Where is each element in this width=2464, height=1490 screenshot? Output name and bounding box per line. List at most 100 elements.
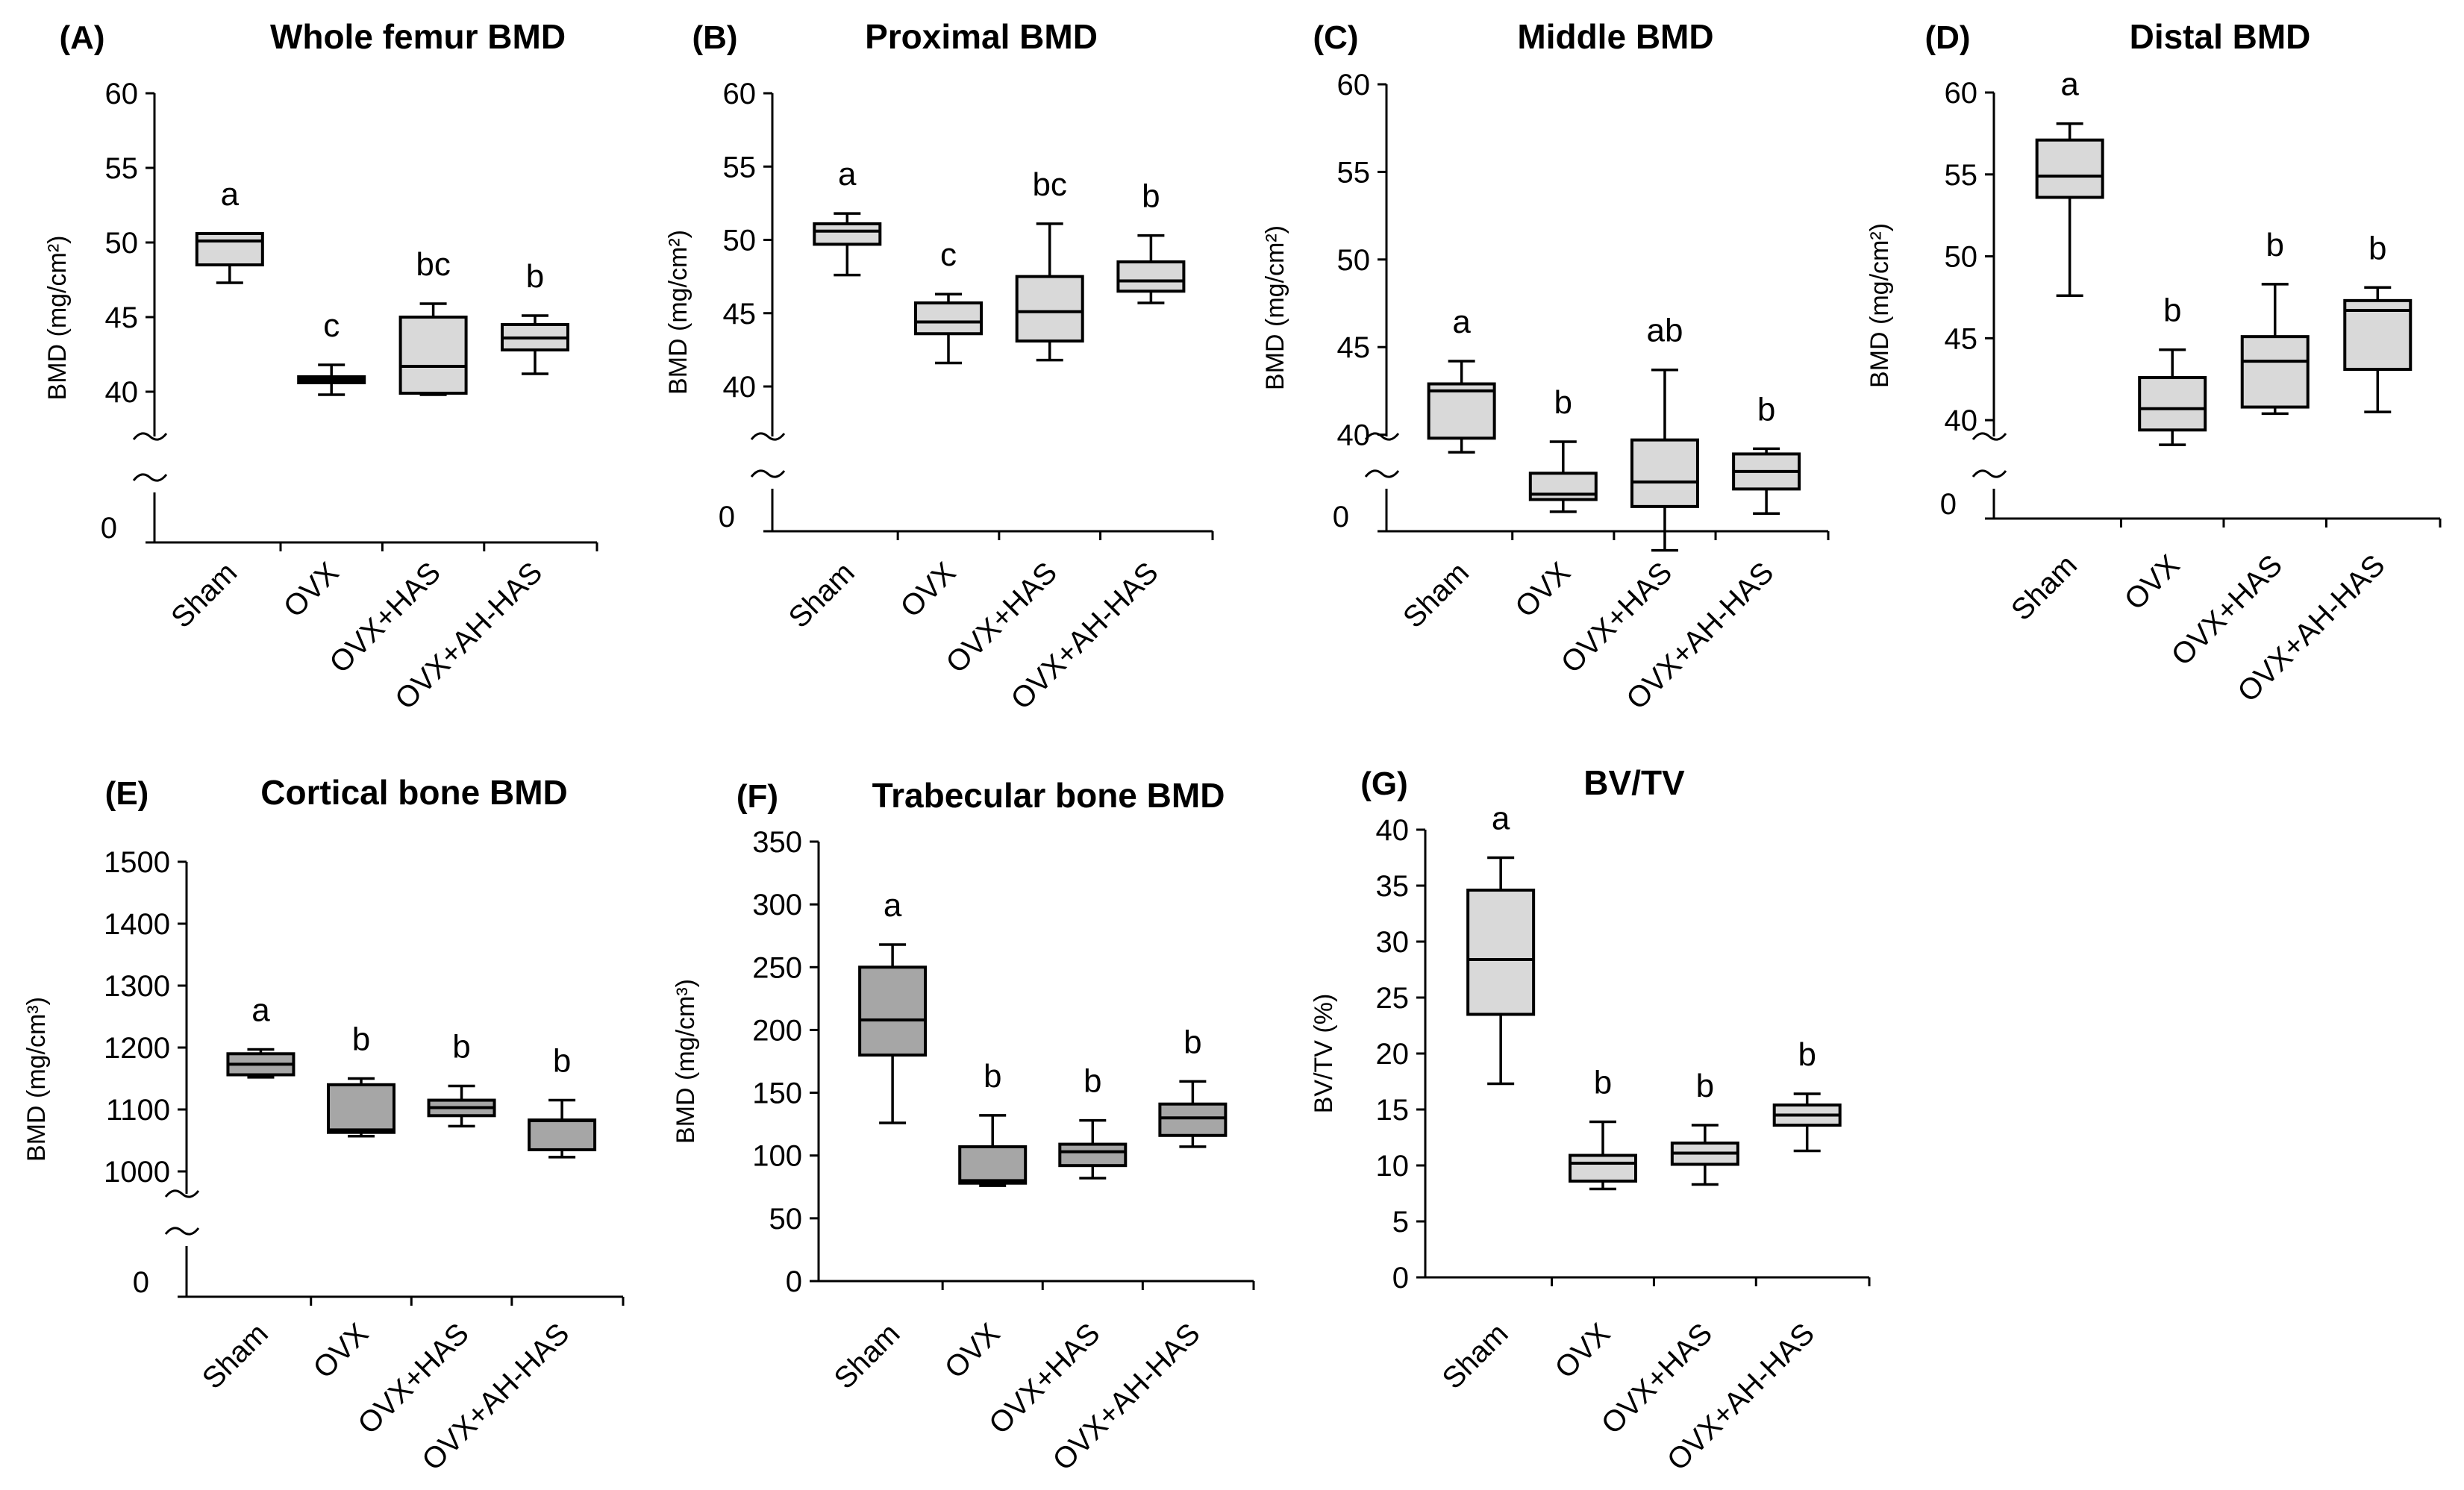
chart-title: Distal BMD: [2130, 17, 2311, 56]
chart-title: Trabecular bone BMD: [872, 776, 1225, 815]
significance-label: b: [1798, 1036, 1816, 1073]
y-tick-label: 1000: [104, 1156, 170, 1189]
axis-break-mark: [1364, 469, 1400, 478]
box-ovx: b OVX: [2119, 292, 2207, 616]
y-tick-label: 150: [752, 1077, 802, 1110]
x-category-label: Sham: [165, 556, 243, 634]
significance-label: b: [1084, 1063, 1101, 1100]
y-axis-label: BMD (mg/cm²): [1866, 223, 1894, 388]
y-tick-label-zero: 0: [1333, 501, 1349, 533]
iqr-box: [813, 222, 882, 246]
box-ovx: b OVX: [1509, 384, 1598, 624]
panel-letter: (A): [59, 19, 104, 56]
y-tick-label: 1400: [104, 908, 170, 941]
iqr-box: [398, 316, 468, 395]
significance-label: c: [940, 237, 957, 273]
significance-label: a: [2060, 66, 2079, 103]
iqr-box: [914, 301, 983, 336]
y-axis-label: BMD (mg/cm²): [43, 236, 72, 401]
y-tick-label: 60: [723, 78, 757, 110]
y-tick-label: 55: [105, 152, 139, 185]
y-tick-label: 55: [723, 151, 757, 184]
chart-title: BV/TV: [1583, 763, 1685, 802]
y-tick-label: 100: [752, 1140, 802, 1173]
chart-title: Cortical bone BMD: [260, 773, 567, 812]
box-sham: a Sham: [2005, 66, 2104, 627]
y-axis-label: BMD (mg/cm²): [664, 230, 692, 395]
y-tick-label: 50: [723, 225, 757, 257]
axis-break-mark: [164, 1189, 200, 1198]
axis-break-mark: [132, 473, 168, 482]
y-axis-label: BV/TV (%): [1310, 994, 1338, 1114]
y-tick-label: 350: [752, 826, 802, 859]
x-category-label: OVX: [307, 1317, 375, 1385]
significance-label: b: [1696, 1068, 1714, 1104]
x-category-label: OVX: [895, 556, 963, 624]
significance-label: b: [984, 1058, 1001, 1095]
y-tick-label: 1300: [104, 970, 170, 1003]
y-tick-label: 0: [1392, 1262, 1409, 1295]
iqr-box: [1427, 382, 1496, 440]
panel-e: (E) Cortical bone BMD BMD (mg/cm³) 1000 1100…: [22, 773, 625, 1477]
y-tick-label: 250: [752, 951, 802, 984]
axis-break-mark: [1971, 432, 2007, 441]
axis-break-mark: [750, 469, 786, 478]
panel-f: (F) Trabecular bone BMD BMD (mg/cm³) 0 50 100…: [672, 776, 1255, 1477]
significance-label: a: [221, 176, 240, 213]
y-tick-label: 45: [723, 298, 757, 331]
axis-break-mark: [164, 1227, 200, 1236]
x-category-label: Sham: [1436, 1317, 1515, 1395]
panel-letter: (B): [692, 19, 737, 56]
y-tick-label: 50: [1337, 244, 1371, 277]
y-tick-label: 40: [723, 371, 757, 404]
y-tick-label-zero: 0: [1940, 488, 1957, 521]
iqr-box: [528, 1118, 597, 1151]
y-tick-label: 200: [752, 1014, 802, 1047]
significance-label: a: [838, 156, 857, 192]
x-category-label: OVX: [278, 556, 345, 624]
y-tick-label: 55: [1337, 156, 1371, 189]
y-tick-label: 50: [1945, 241, 1978, 274]
significance-label: b: [352, 1021, 370, 1058]
significance-label: c: [323, 307, 340, 344]
x-category-label: Sham: [2005, 548, 2083, 627]
y-tick-label: 40: [1337, 419, 1371, 452]
chart-title: Middle BMD: [1517, 17, 1713, 56]
box-ovx: c OVX: [895, 237, 983, 624]
y-tick-label: 40: [1376, 814, 1410, 847]
y-tick-label: 50: [105, 227, 139, 260]
significance-label: b: [1554, 384, 1572, 421]
y-tick-label: 15: [1376, 1094, 1410, 1127]
y-axis-label: BMD (mg/cm³): [22, 997, 51, 1162]
y-tick-label: 55: [1945, 159, 1978, 192]
box-ovx: b OVX: [307, 1021, 395, 1385]
significance-label: ab: [1646, 313, 1683, 349]
box-ovx: c OVX: [278, 307, 366, 624]
iqr-box: [2138, 376, 2207, 432]
iqr-box: [858, 965, 928, 1057]
significance-label: b: [553, 1043, 571, 1080]
axis-break-mark: [1971, 469, 2007, 478]
box-sham: a Sham: [828, 887, 928, 1395]
iqr-box: [1158, 1102, 1228, 1137]
y-tick-label: 60: [1337, 69, 1371, 101]
panel-a: (A) Whole femur BMD BMD (mg/cm²) 40 45 50 55 60…: [43, 17, 598, 716]
x-category-label: Sham: [196, 1317, 275, 1395]
panel-letter: (E): [105, 775, 149, 812]
y-tick-label: 25: [1376, 982, 1410, 1015]
iqr-box: [1058, 1142, 1128, 1168]
significance-label: bc: [1032, 166, 1066, 203]
y-tick-label: 5: [1392, 1206, 1409, 1239]
y-tick-label: 1200: [104, 1032, 170, 1065]
significance-label: b: [1142, 178, 1160, 215]
y-tick-label: 40: [1945, 404, 1978, 437]
significance-label: a: [1492, 801, 1510, 837]
axis-break-mark: [750, 432, 786, 441]
significance-label: a: [884, 887, 902, 924]
